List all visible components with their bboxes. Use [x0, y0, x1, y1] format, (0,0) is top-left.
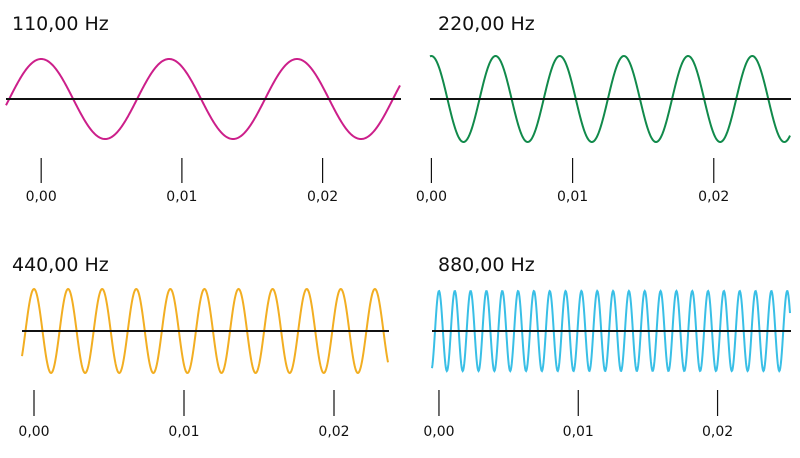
- x-tick-label-1-0: 0,00: [26, 189, 57, 205]
- sine-series-4: [431, 289, 791, 373]
- x-tick-label-2-2: 0,02: [698, 189, 729, 205]
- sine-series-2: [429, 54, 791, 144]
- chart-title-4: 880,00 Hz: [438, 254, 535, 276]
- sine-series-1: [5, 57, 401, 141]
- x-tick-label-2-0: 0,00: [416, 189, 447, 205]
- sine-series-3: [21, 287, 389, 375]
- x-tick-label-2-1: 0,01: [557, 189, 588, 205]
- x-tick-label-4-0: 0,00: [423, 424, 454, 440]
- chart-title-2: 220,00 Hz: [438, 13, 535, 35]
- chart-title-1: 110,00 Hz: [12, 13, 109, 35]
- x-tick-label-3-1: 0,01: [168, 424, 199, 440]
- x-tick-label-4-1: 0,01: [563, 424, 594, 440]
- x-tick-label-1-1: 0,01: [166, 189, 197, 205]
- chart-title-3: 440,00 Hz: [12, 254, 109, 276]
- x-tick-label-3-2: 0,02: [318, 424, 349, 440]
- x-tick-label-3-0: 0,00: [18, 424, 49, 440]
- x-tick-label-4-2: 0,02: [702, 424, 733, 440]
- x-tick-label-1-2: 0,02: [307, 189, 338, 205]
